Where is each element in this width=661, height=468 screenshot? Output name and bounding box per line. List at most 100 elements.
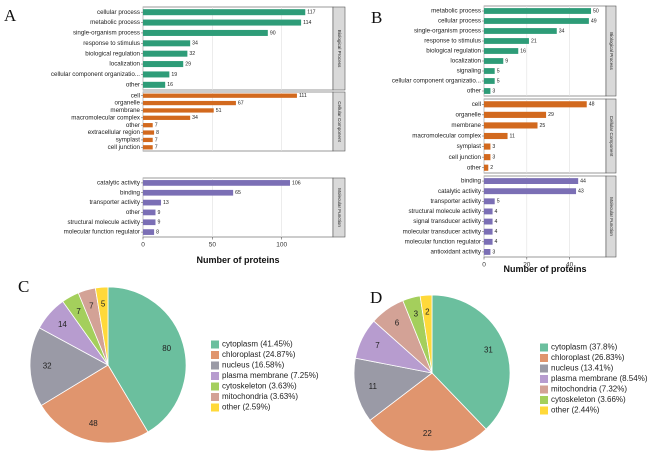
pie-value-label-d: 31 (484, 345, 493, 354)
bar-value-label-b: 9 (505, 58, 508, 64)
bar-a (143, 19, 302, 26)
legend-label-d: mitochondria (7.32%) (551, 385, 627, 394)
bar-b (484, 38, 529, 44)
bar-category-label-a: binding (120, 189, 141, 196)
x-tick-label-a: 50 (209, 242, 217, 249)
bar-b (484, 101, 587, 108)
bar-value-label-a: 106 (292, 180, 301, 186)
bar-b (484, 188, 577, 195)
bar-value-label-b: 5 (497, 199, 500, 205)
pie-value-label-c: 5 (101, 299, 106, 308)
panel-letter-a: A (4, 6, 17, 25)
bar-value-label-b: 49 (591, 18, 597, 24)
bar-value-label-b: 4 (495, 229, 498, 235)
bar-value-label-b: 5 (497, 78, 500, 84)
bar-category-label-a: extracellular region (88, 129, 141, 136)
bar-a (143, 115, 191, 120)
legend-swatch-c (211, 351, 219, 359)
pie-value-label-d: 7 (375, 341, 380, 350)
bar-value-label-a: 7 (155, 145, 158, 151)
bar-a (143, 219, 156, 226)
bar-category-label-b: binding (461, 178, 482, 185)
pie-value-label-d: 11 (369, 382, 378, 391)
bar-value-label-a: 9 (157, 220, 160, 226)
bar-b (484, 208, 493, 215)
x-tick-label-b: 0 (482, 262, 486, 269)
bar-category-label-b: membrane (451, 122, 481, 129)
bar-category-label-a: other (126, 122, 140, 129)
legend-swatch-d (540, 375, 548, 383)
bar-value-label-a: 29 (185, 61, 191, 67)
bar-b (484, 28, 557, 34)
bar-category-label-b: structural molecule activity (408, 208, 481, 215)
bar-category-label-a: biological regulation (85, 50, 140, 57)
bar-b (484, 8, 592, 14)
legend-label-d: cytoplasm (37.8%) (551, 343, 618, 352)
bar-value-label-b: 25 (540, 123, 546, 129)
bar-category-label-b: catalytic activity (438, 188, 482, 195)
bar-b (484, 249, 491, 255)
bar-category-label-b: response to stimulus (424, 38, 481, 45)
bar-b (484, 78, 495, 84)
bar-a (143, 123, 153, 128)
bar-a (143, 71, 170, 78)
legend-swatch-c (211, 340, 219, 349)
bar-category-label-b: cell (472, 101, 481, 108)
bar-category-label-a: symplast (116, 137, 141, 144)
bar-category-label-a: cell junction (108, 144, 141, 151)
x-tick-label-a: 0 (141, 242, 145, 249)
bar-value-label-a: 19 (171, 72, 177, 78)
legend-swatch-c (211, 382, 219, 391)
bar-b (484, 18, 589, 24)
bar-category-label-a: membrane (110, 107, 140, 114)
bar-b (484, 48, 519, 54)
bar-category-label-b: single-organism process (414, 28, 481, 35)
legend-swatch-c (211, 361, 219, 370)
facet-panel-b-molecular-function (483, 175, 607, 258)
pie-value-label-c: 48 (89, 419, 98, 428)
bar-a (143, 61, 184, 68)
bar-b (484, 154, 491, 161)
bar-category-label-b: cellular component organizatio... (392, 78, 481, 85)
bar-value-label-a: 114 (303, 20, 311, 26)
bar-category-label-a: cell (131, 92, 140, 99)
bar-value-label-b: 21 (531, 38, 537, 44)
pie-value-label-c: 7 (76, 307, 81, 316)
legend-label-c: chloroplast (24.87%) (222, 350, 296, 359)
legend-label-c: cytoskeleton (3.63%) (222, 382, 297, 391)
bar-category-label-b: transporter activity (430, 198, 481, 205)
bar-value-label-b: 34 (559, 28, 565, 34)
bar-value-label-b: 3 (492, 155, 495, 161)
bar-category-label-a: localization (109, 61, 140, 68)
legend-label-c: cytoplasm (41.45%) (222, 340, 293, 349)
bar-value-label-a: 16 (167, 82, 173, 88)
bar-category-label-a: structural molecule activity (67, 219, 140, 226)
x-tick-label-b: 20 (523, 262, 531, 269)
pie-value-label-d: 3 (414, 309, 419, 318)
bar-category-label-b: other (467, 88, 481, 95)
panel-letter-b: B (371, 8, 383, 27)
bar-value-label-a: 7 (155, 123, 158, 129)
pie-slice-c (94, 286, 109, 366)
bar-a (143, 9, 306, 16)
bar-value-label-b: 4 (495, 209, 498, 215)
x-tick-label-b: 40 (566, 262, 574, 269)
legend-swatch-d (540, 364, 548, 373)
bar-a (143, 180, 291, 186)
bar-category-label-b: other (467, 164, 481, 171)
bar-b (484, 218, 493, 225)
bar-category-label-b: symplast (457, 143, 482, 150)
legend-swatch-d (540, 385, 548, 394)
bar-a (143, 100, 236, 106)
pie-slice-c (40, 364, 149, 444)
legend-swatch-c (211, 372, 219, 380)
bar-category-label-b: signal transducer activity (413, 218, 482, 225)
pie-slice-c (29, 327, 109, 407)
bar-value-label-a: 67 (238, 100, 244, 106)
bar-b (484, 111, 547, 118)
bar-value-label-a: 13 (163, 200, 169, 206)
bar-value-label-a: 117 (307, 10, 315, 16)
pie-slice-d (431, 294, 511, 430)
bar-value-label-b: 16 (520, 48, 526, 54)
